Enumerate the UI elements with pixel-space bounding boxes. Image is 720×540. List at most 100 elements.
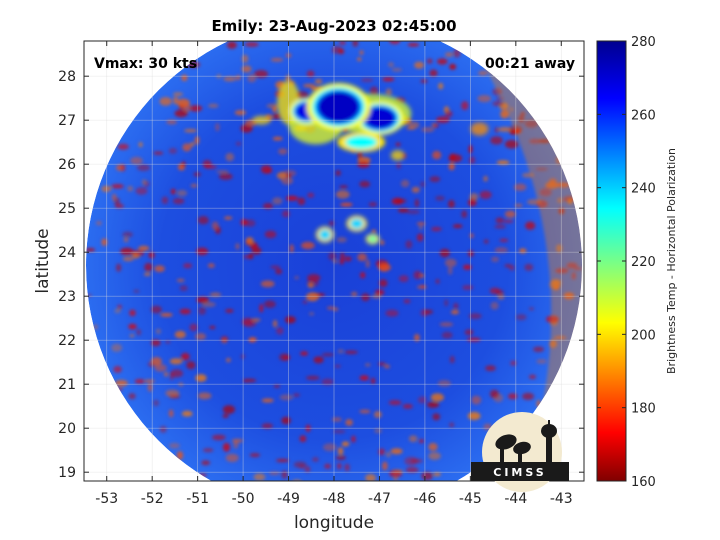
swath-texture-blob: [218, 173, 233, 180]
cimss-logo: CIMSS: [471, 412, 569, 492]
swath-texture-blob: [357, 57, 362, 62]
swath-texture-blob: [357, 161, 370, 168]
swath-texture-blob: [328, 220, 335, 226]
swath-texture-blob: [299, 435, 307, 443]
swath-texture-blob: [504, 139, 519, 149]
swath-texture-blob: [138, 141, 143, 148]
swath-texture-blob: [416, 222, 426, 226]
swath-texture-blob: [514, 203, 523, 208]
swath-texture-blob: [337, 462, 342, 470]
swath-texture-blob: [111, 343, 123, 352]
swath-texture-blob: [222, 414, 229, 418]
swath-texture-blob: [439, 248, 450, 258]
swath-texture-blob: [385, 88, 392, 96]
swath-texture-blob: [405, 240, 413, 249]
x-axis-ticks: -53 -52 -51 -50 -49 -48 -47 -46 -45 -44 -43: [95, 41, 573, 507]
swath-texture-blob: [226, 41, 237, 49]
swath-texture-blob: [414, 333, 420, 342]
swath-texture-blob: [183, 263, 193, 269]
swath-texture-blob: [371, 229, 377, 233]
swath-texture-blob: [225, 152, 235, 162]
colorbar-tick-label: 220: [631, 255, 656, 270]
swath-texture-blob: [525, 221, 536, 230]
swath-texture-blob: [529, 307, 534, 311]
swath-texture-blob: [284, 316, 296, 324]
swath-texture-blob: [426, 401, 440, 408]
colorbar-tick-label: 200: [631, 328, 656, 343]
swath-texture-blob: [382, 77, 395, 82]
swath-texture-blob: [377, 362, 386, 366]
swath-texture-blob: [86, 248, 96, 252]
swath-texture-blob: [260, 280, 275, 288]
swath-texture-blob: [380, 268, 387, 272]
swath-texture-blob: [174, 109, 188, 118]
swath-texture-blob: [328, 252, 337, 261]
swath-texture-blob: [359, 375, 369, 381]
swath-texture-blob: [340, 202, 353, 207]
swath-texture-blob: [96, 221, 102, 226]
swath-texture-blob: [385, 451, 391, 458]
swath-texture-blob: [173, 96, 179, 105]
swath-texture-blob: [114, 379, 128, 387]
swath-texture-blob: [282, 210, 290, 218]
swath-texture-blob: [504, 264, 512, 268]
swath-texture-blob: [379, 239, 385, 246]
swath-texture-blob: [369, 86, 379, 96]
swath-texture-blob: [281, 416, 291, 425]
colorbar-tick-label: 160: [631, 475, 656, 490]
swath-texture-blob: [453, 302, 459, 310]
cold-feature: [368, 235, 378, 243]
swath-texture-blob: [240, 124, 253, 133]
logo-bar: [471, 462, 569, 481]
swath-texture-blob: [266, 103, 280, 109]
cold-feature: [390, 150, 405, 161]
chart-title: Emily: 23-Aug-2023 02:45:00: [211, 17, 456, 35]
cold-feature: [319, 229, 331, 240]
swath-texture-blob: [321, 378, 334, 386]
swath-texture-blob: [235, 141, 242, 146]
swath-texture-blob: [306, 70, 315, 78]
cold-feature: [349, 218, 364, 229]
swath-texture-blob: [519, 248, 527, 254]
swath-texture-blob: [527, 199, 541, 205]
swath-texture-blob: [114, 308, 121, 314]
swath-texture-blob: [414, 198, 419, 208]
x-tick-label: -43: [550, 491, 573, 507]
swath-texture-blob: [270, 58, 284, 62]
swath-texture-blob: [169, 358, 183, 365]
swath-texture-blob: [333, 307, 339, 312]
swath-texture-blob: [400, 179, 410, 188]
swath-texture-blob: [148, 251, 155, 259]
swath-texture-blob: [314, 78, 323, 85]
swath-texture-blob: [122, 231, 133, 238]
swath-texture-blob: [294, 276, 299, 280]
swath-texture-blob: [196, 247, 209, 256]
swath-texture-blob: [388, 400, 402, 406]
swath-texture-blob: [438, 82, 444, 90]
swath-texture-blob: [113, 365, 122, 373]
swath-texture-blob: [153, 399, 160, 407]
y-tick-label: 23: [58, 289, 76, 305]
swath-texture-blob: [513, 183, 527, 191]
swath-texture-blob: [533, 346, 545, 353]
swath-texture-blob: [536, 359, 547, 364]
swath-texture-blob: [463, 264, 472, 270]
swath-texture-blob: [244, 42, 259, 47]
swath-texture-blob: [448, 199, 455, 209]
swath-texture-blob: [189, 323, 198, 332]
swath-texture-blob: [143, 272, 151, 276]
swath-texture-blob: [345, 419, 353, 426]
x-tick-label: -51: [186, 491, 209, 507]
swath-texture-blob: [398, 275, 409, 283]
swath-texture-blob: [378, 448, 386, 456]
swath-texture-blob: [335, 170, 341, 176]
swath-texture-blob: [182, 104, 191, 113]
swath-texture-blob: [365, 259, 370, 268]
swath-texture-blob: [444, 110, 453, 118]
swath-texture-blob: [437, 380, 452, 387]
swath-texture-blob: [190, 183, 198, 188]
swath-texture-blob: [339, 252, 345, 259]
swath-texture-blob: [337, 447, 344, 455]
swath-texture-blob: [413, 270, 422, 280]
swath-texture-blob: [120, 247, 134, 256]
